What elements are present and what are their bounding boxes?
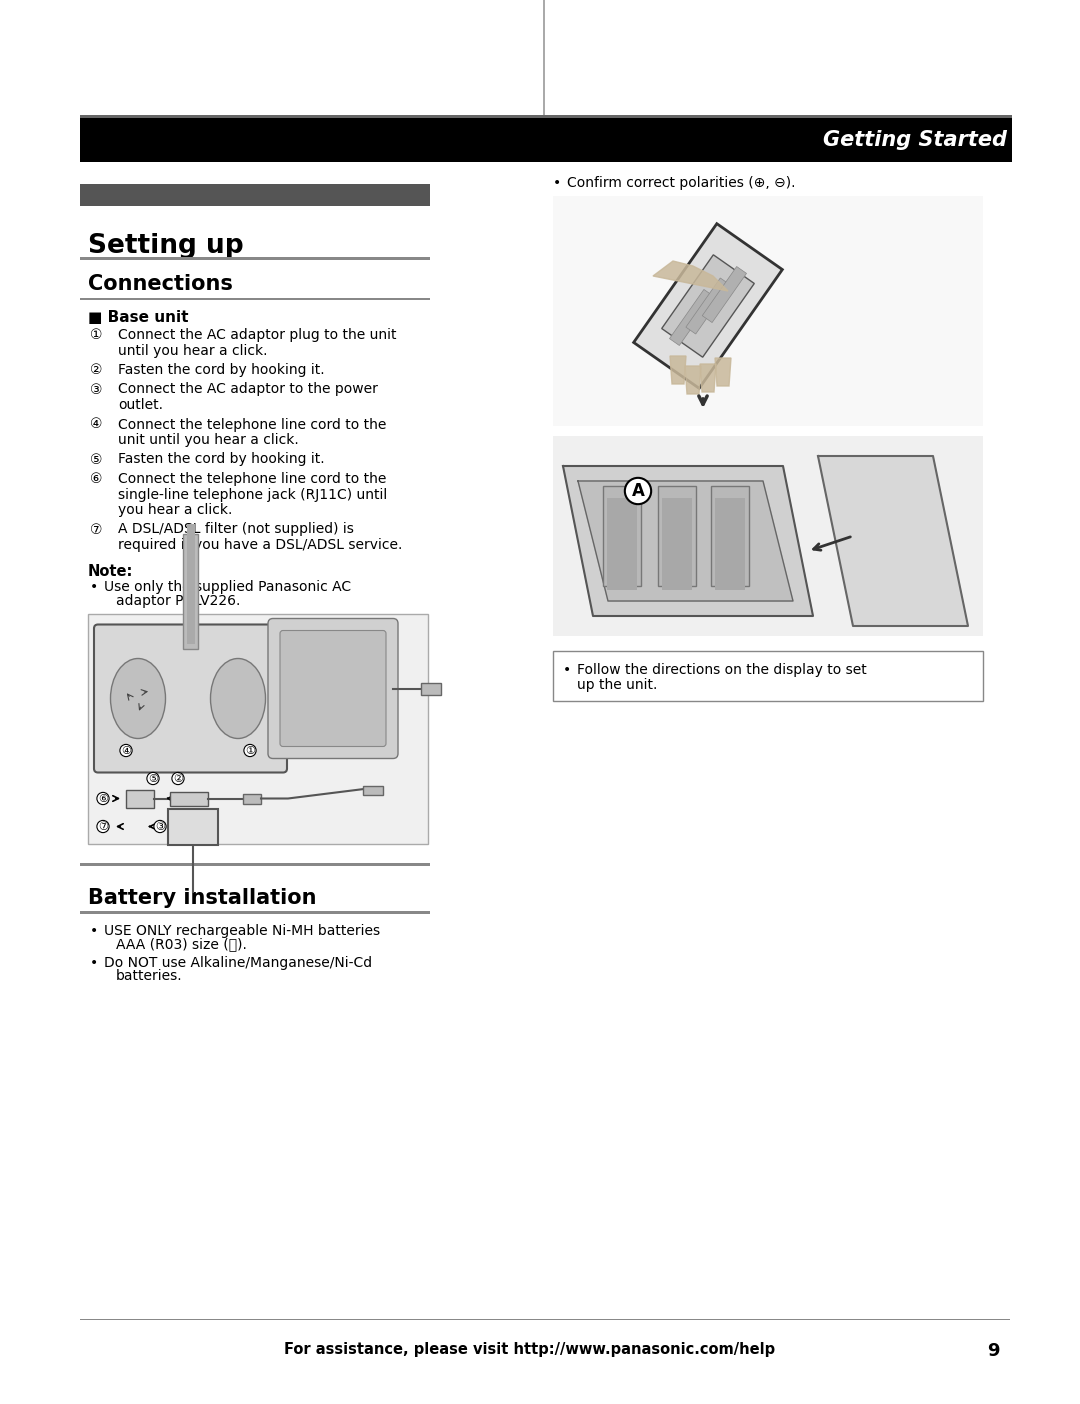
Text: single-line telephone jack (RJ11C) until: single-line telephone jack (RJ11C) until	[118, 487, 388, 501]
Bar	[80, 184, 430, 206]
Text: ⑥: ⑥	[90, 472, 103, 486]
Bar	[80, 1318, 1010, 1320]
Text: Do NOT use Alkaline/Manganese/Ni-Cd: Do NOT use Alkaline/Manganese/Ni-Cd	[104, 956, 373, 970]
Text: •: •	[553, 176, 562, 190]
Text: ③: ③	[156, 821, 165, 831]
Text: •: •	[90, 924, 98, 938]
Bar	[607, 498, 637, 590]
Text: Connect the AC adaptor plug to the unit: Connect the AC adaptor plug to the unit	[118, 329, 396, 343]
Text: USE ONLY rechargeable Ni-MH batteries: USE ONLY rechargeable Ni-MH batteries	[104, 924, 380, 938]
Text: outlet.: outlet.	[118, 397, 163, 411]
Text: Connections: Connections	[87, 274, 233, 293]
Text: Fasten the cord by hooking it.: Fasten the cord by hooking it.	[118, 452, 325, 466]
Text: ①: ①	[90, 329, 103, 343]
Text: Confirm correct polarities (⊕, ⊖).: Confirm correct polarities (⊕, ⊖).	[567, 176, 796, 190]
Text: Getting Started: Getting Started	[823, 131, 1007, 150]
Polygon shape	[686, 278, 730, 334]
Text: ■ Base unit: ■ Base unit	[87, 310, 189, 324]
Text: ⑤: ⑤	[90, 452, 103, 466]
Bar	[80, 298, 430, 300]
Text: ②: ②	[173, 774, 183, 783]
Bar	[243, 793, 261, 803]
Bar	[126, 789, 154, 807]
Text: required if you have a DSL/ADSL service.: required if you have a DSL/ADSL service.	[118, 538, 403, 552]
Bar	[543, 0, 544, 118]
Polygon shape	[578, 482, 793, 601]
Bar	[662, 498, 692, 590]
Text: A DSL/ADSL filter (not supplied) is: A DSL/ADSL filter (not supplied) is	[118, 522, 354, 536]
Bar	[80, 117, 1012, 119]
Bar	[715, 498, 745, 590]
Text: A: A	[632, 482, 645, 500]
Text: up the unit.: up the unit.	[577, 678, 658, 692]
Polygon shape	[563, 466, 813, 616]
Bar	[170, 792, 208, 806]
Bar	[363, 785, 383, 795]
Text: ⑤: ⑤	[148, 774, 158, 783]
Ellipse shape	[211, 658, 266, 739]
Bar	[711, 486, 750, 585]
Text: ③: ③	[90, 382, 103, 396]
Polygon shape	[818, 456, 968, 626]
Text: you hear a click.: you hear a click.	[118, 503, 232, 517]
Text: ④: ④	[90, 417, 103, 431]
Text: ②: ②	[90, 364, 103, 378]
Polygon shape	[670, 289, 714, 345]
Polygon shape	[653, 261, 728, 291]
Text: unit until you hear a click.: unit until you hear a click.	[118, 432, 299, 446]
Text: Note:: Note:	[87, 563, 133, 578]
Text: ④: ④	[121, 746, 131, 755]
Text: •: •	[563, 663, 571, 677]
Polygon shape	[685, 366, 701, 395]
Text: Fasten the cord by hooking it.: Fasten the cord by hooking it.	[118, 364, 325, 378]
Polygon shape	[700, 364, 716, 392]
Text: Setting up: Setting up	[87, 233, 244, 258]
Polygon shape	[702, 267, 746, 323]
Bar	[80, 257, 430, 260]
Bar	[80, 862, 430, 865]
Text: until you hear a click.: until you hear a click.	[118, 344, 268, 358]
Text: ⑦: ⑦	[98, 821, 108, 831]
Ellipse shape	[110, 658, 165, 739]
Polygon shape	[634, 223, 782, 389]
Text: Connect the telephone line cord to the: Connect the telephone line cord to the	[118, 472, 387, 486]
Text: •: •	[90, 956, 98, 970]
Bar	[183, 534, 198, 649]
Text: •: •	[90, 580, 98, 594]
Text: adaptor PNLV226.: adaptor PNLV226.	[116, 594, 241, 608]
FancyBboxPatch shape	[280, 630, 386, 747]
Text: Battery installation: Battery installation	[87, 887, 316, 907]
Bar	[553, 197, 983, 425]
Text: ①: ①	[245, 746, 255, 755]
Bar	[553, 651, 983, 701]
Text: batteries.: batteries.	[116, 970, 183, 983]
Bar	[421, 682, 441, 695]
Bar	[553, 437, 983, 636]
Text: Use only the supplied Panasonic AC: Use only the supplied Panasonic AC	[104, 580, 351, 594]
Bar	[80, 911, 430, 914]
Polygon shape	[662, 254, 754, 357]
Text: Follow the directions on the display to set: Follow the directions on the display to …	[577, 663, 867, 677]
Bar	[603, 486, 642, 585]
Bar	[80, 118, 1012, 161]
Text: AAA (R03) size (Ⓐ).: AAA (R03) size (Ⓐ).	[116, 938, 247, 952]
Bar	[187, 524, 195, 643]
FancyBboxPatch shape	[94, 625, 287, 772]
Bar	[658, 486, 696, 585]
Text: Connect the telephone line cord to the: Connect the telephone line cord to the	[118, 417, 387, 431]
Polygon shape	[670, 357, 686, 385]
FancyBboxPatch shape	[268, 619, 399, 758]
Polygon shape	[715, 358, 731, 386]
Bar	[87, 614, 428, 844]
Text: ⑥: ⑥	[98, 793, 108, 803]
Text: Connect the AC adaptor to the power: Connect the AC adaptor to the power	[118, 382, 378, 396]
Text: 9: 9	[987, 1342, 1000, 1360]
Text: ⑦: ⑦	[90, 522, 103, 536]
Bar	[80, 115, 1012, 118]
Text: For assistance, please visit http://www.panasonic.com/help: For assistance, please visit http://www.…	[284, 1342, 775, 1358]
Bar	[168, 809, 218, 844]
